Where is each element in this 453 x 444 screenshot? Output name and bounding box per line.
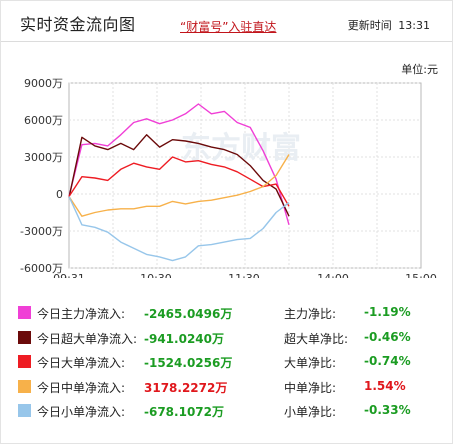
series-line	[68, 156, 290, 207]
legend-row: 今日中单净流入: 3178.2272万 中单净比: 1.54%	[1, 375, 452, 397]
y-tick-label: 3000万	[24, 151, 63, 164]
legend-swatch	[18, 404, 31, 417]
y-tick-label: 0	[56, 188, 63, 201]
legend-label: 今日主力净流入:	[37, 307, 126, 321]
ratio-value: -0.46%	[364, 329, 411, 344]
legend-value: -678.1072万	[144, 405, 224, 419]
legend-label: 今日小单净流入:	[37, 405, 126, 419]
y-tick-label: -6000万	[20, 262, 63, 275]
ratio-value: -1.19%	[364, 305, 411, 319]
panel-header: 实时资金流向图 “财富号”入驻直达 更新时间 13:31	[1, 1, 452, 42]
x-tick-label: 10:30	[140, 272, 172, 278]
ratio-label: 中单净比:	[284, 380, 337, 395]
page-title: 实时资金流向图	[20, 15, 136, 34]
series-line	[68, 103, 290, 225]
legend-value: -2465.0496万	[144, 307, 233, 321]
y-axis-ticks: 9000万 6000万 3000万 0 -3000万 -6000万	[20, 77, 63, 275]
promo-link[interactable]: “财富号”入驻直达	[180, 20, 277, 34]
series-line	[68, 154, 290, 217]
legend-value: -941.0240万	[144, 331, 224, 346]
x-tick-label: 11:30	[228, 272, 260, 278]
legend-row: 今日大单净流入: -1524.0256万 大单净比: -0.74%	[1, 350, 452, 372]
update-time: 更新时间 13:31	[345, 17, 430, 33]
ratio-value: -0.74%	[364, 354, 411, 368]
unit-label: 单位:元	[401, 63, 438, 76]
chart-grid	[68, 82, 422, 269]
chart-series	[68, 103, 290, 262]
legend-row: 今日小单净流入: -678.1072万 小单净比: -0.33%	[1, 399, 452, 421]
y-tick-label: 9000万	[24, 77, 63, 90]
y-tick-label: 6000万	[24, 114, 63, 127]
legend-swatch	[18, 306, 31, 319]
legend-label: 今日大单净流入:	[37, 356, 126, 370]
ratio-label: 超大单净比:	[284, 331, 349, 346]
ratio-value: -0.33%	[364, 403, 411, 417]
legend-row: 今日主力净流入: -2465.0496万 主力净比: -1.19%	[1, 301, 452, 323]
x-tick-label: 14:00	[317, 272, 349, 278]
update-time-label: 更新时间	[347, 19, 392, 32]
legend-swatch	[18, 330, 31, 344]
legend-label: 今日超大单净流入:	[37, 331, 138, 346]
x-tick-label: 15:00	[405, 272, 437, 278]
y-tick-label: -3000万	[20, 225, 63, 238]
legend-label: 今日中单净流入:	[37, 380, 126, 395]
legend-row: 今日超大单净流入: -941.0240万 超大单净比: -0.46%	[1, 326, 452, 348]
fund-flow-chart: 东方财富 9000万 6000万 3000万 0 -3000万 -6000万 09:31 1…	[20, 77, 437, 278]
update-time-value: 13:31	[398, 19, 430, 32]
ratio-label: 大单净比:	[284, 356, 337, 370]
legend-value: 3178.2272万	[144, 380, 228, 395]
x-tick-label: 09:31	[53, 272, 85, 278]
series-line	[68, 196, 290, 262]
watermark-text: 东方财富	[181, 131, 301, 166]
legend-swatch	[18, 355, 31, 368]
ratio-label: 小单净比:	[284, 405, 337, 419]
legend-value: -1524.0256万	[144, 356, 233, 370]
series-line	[68, 134, 290, 217]
ratio-value: 1.54%	[364, 378, 406, 393]
x-axis-ticks: 09:31 10:30 11:30 14:00 15:00	[53, 272, 437, 278]
legend-swatch	[18, 379, 31, 393]
ratio-label: 主力净比:	[284, 307, 337, 321]
